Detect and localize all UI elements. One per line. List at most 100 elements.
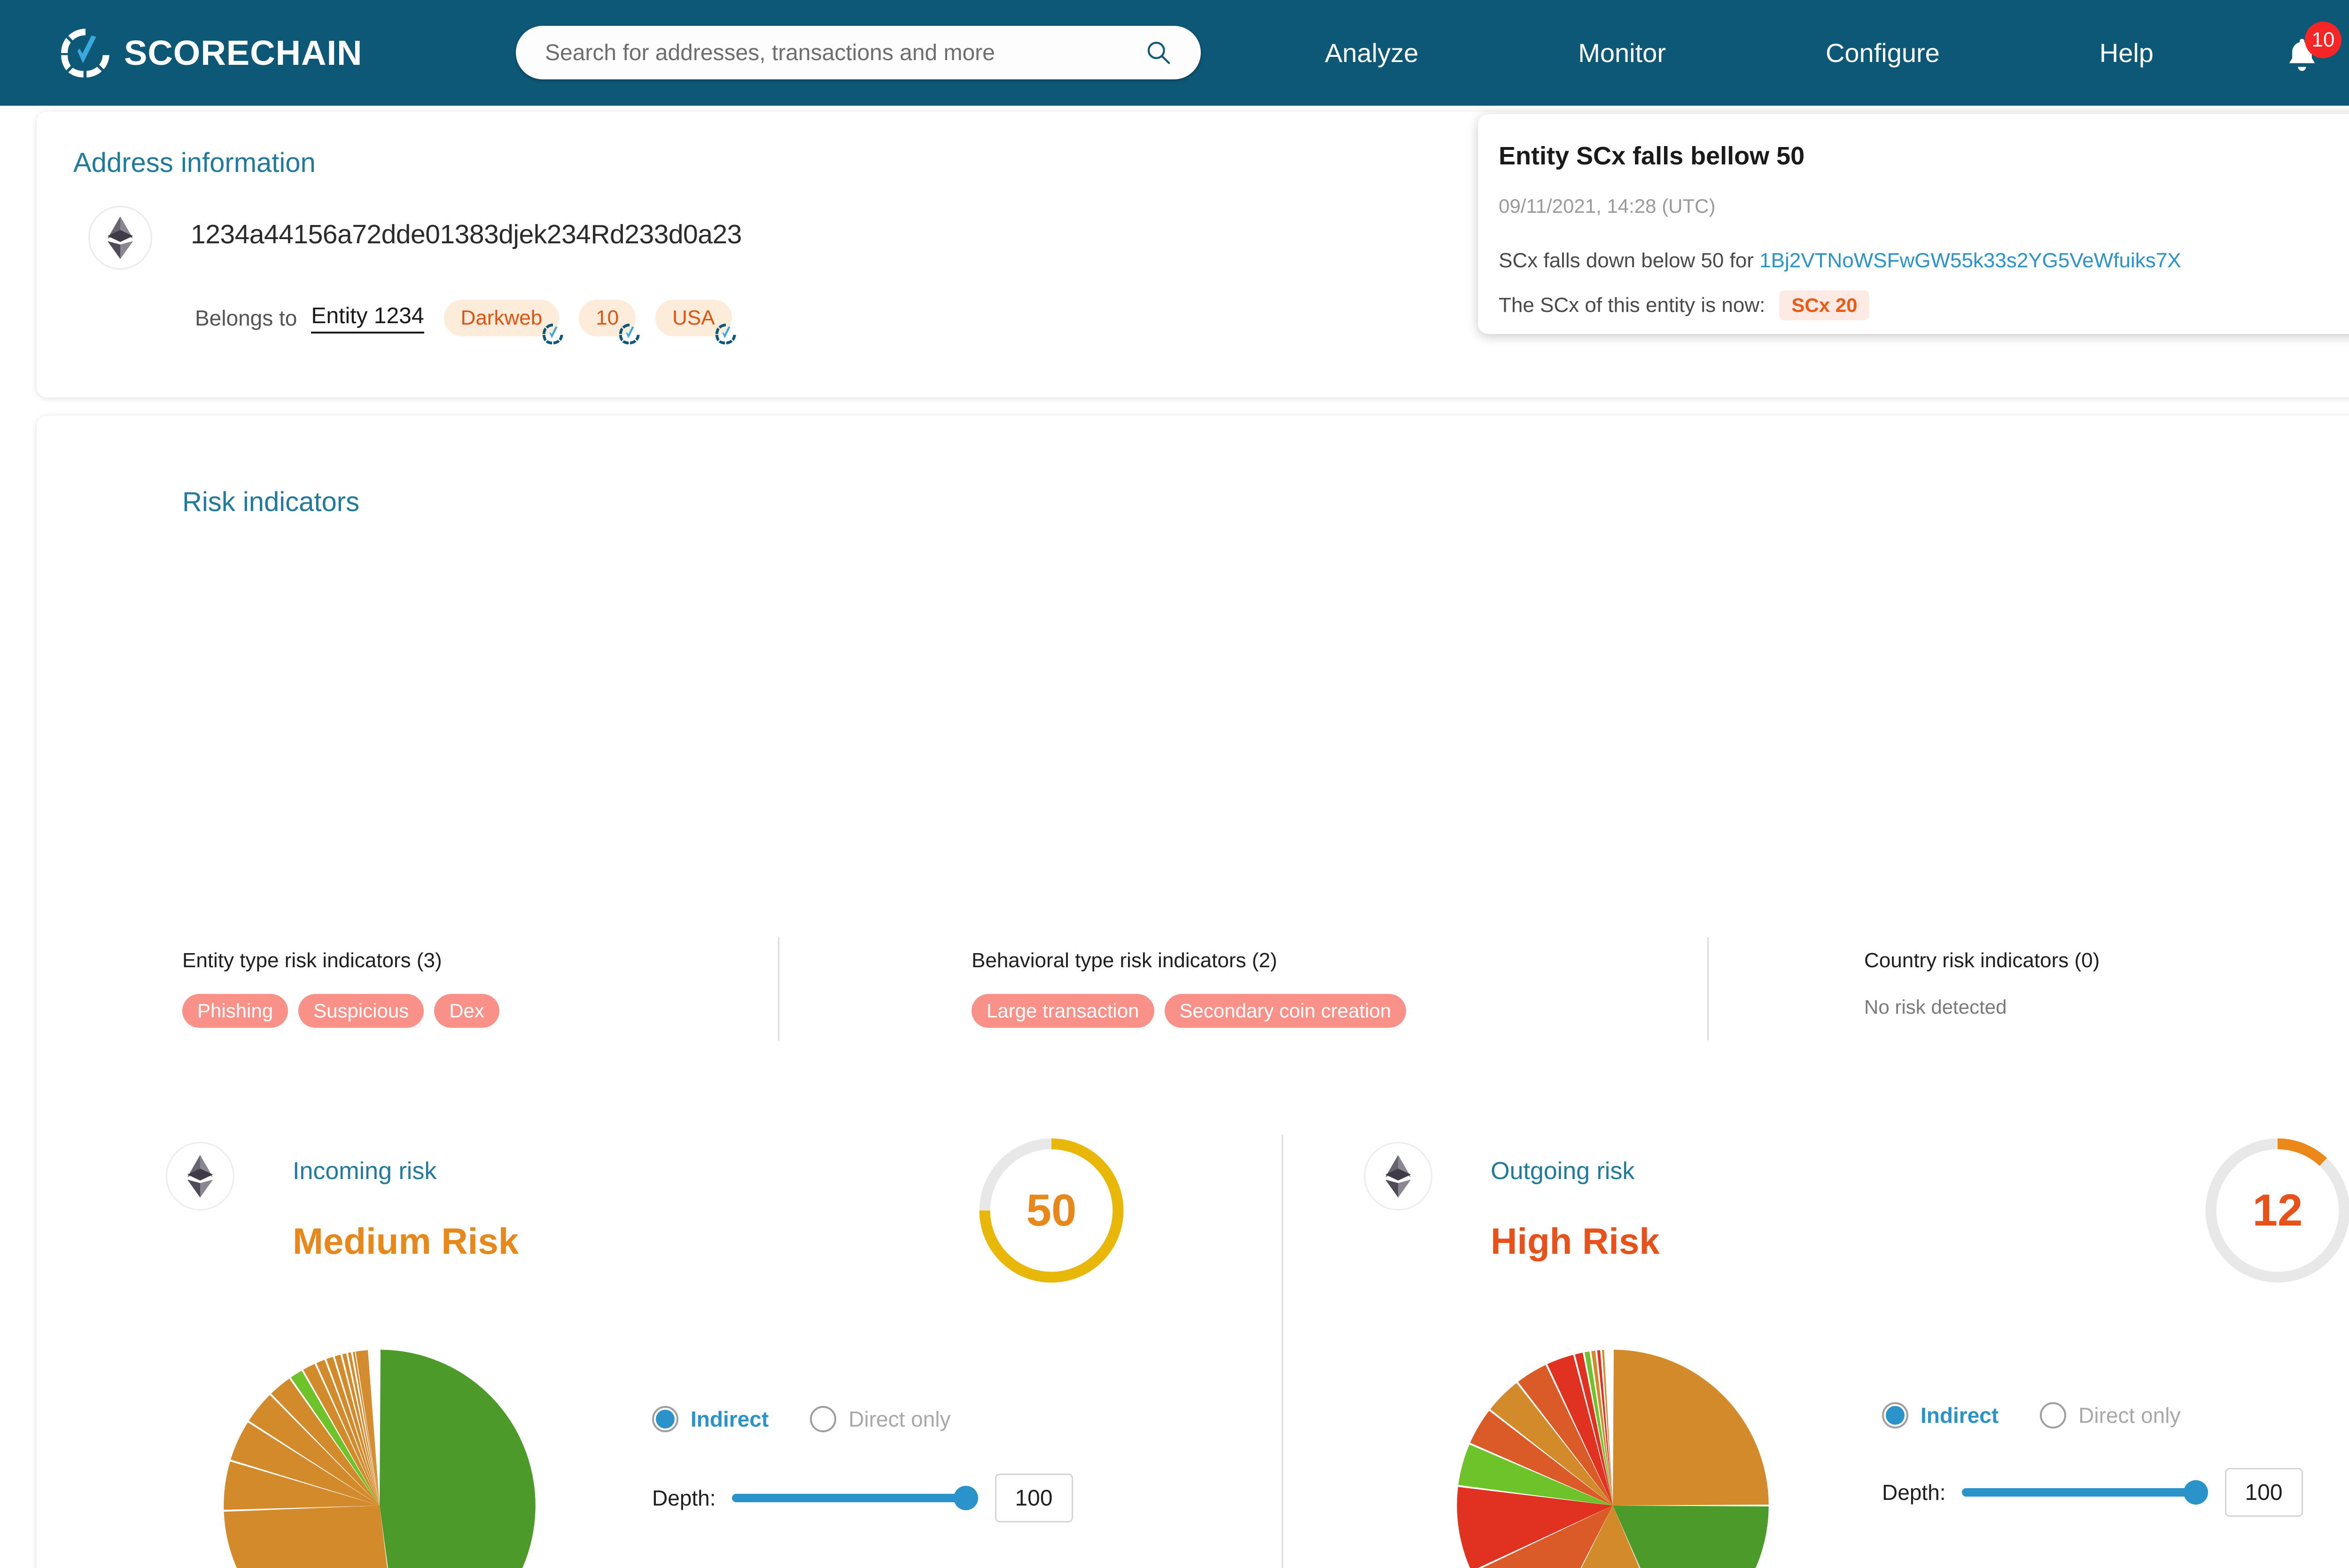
depth-label: Depth: <box>1882 1480 1946 1505</box>
belongs-to-row: Belongs to Entity 1234 Darkweb <box>195 300 736 345</box>
pie-slice[interactable] <box>1458 1444 1613 1506</box>
nav-item-monitor[interactable]: Monitor <box>1578 38 1666 68</box>
search-input[interactable]: Search for addresses, transactions and m… <box>516 26 1201 79</box>
entity-link[interactable]: Entity 1234 <box>311 303 424 334</box>
pie-slice[interactable] <box>1490 1383 1613 1506</box>
outgoing-risk-score: 12 <box>2252 1185 2303 1235</box>
outgoing-radio-direct-only[interactable]: Direct only <box>2040 1402 2180 1428</box>
pie-slice[interactable] <box>334 1354 380 1506</box>
incoming-pie-svg <box>224 1350 536 1568</box>
risk-group-entity-type: Entity type risk indicators (3) Phishing… <box>182 949 499 1028</box>
pie-slice[interactable] <box>1470 1411 1613 1506</box>
pie-slice[interactable] <box>290 1370 380 1506</box>
address-tag-country[interactable]: USA <box>655 300 736 345</box>
slider-thumb[interactable] <box>2183 1480 2208 1505</box>
brand-logo[interactable]: SCORECHAIN <box>60 28 362 78</box>
outgoing-risk-level: High Risk <box>1491 1220 1660 1262</box>
notification-body-prefix: SCx falls down below 50 for <box>1499 249 1760 272</box>
pie-slice[interactable] <box>1575 1352 1613 1506</box>
pie-slice[interactable] <box>359 1351 380 1506</box>
risk-group-heading: Country risk indicators (0) <box>1864 949 2100 972</box>
pie-slice[interactable] <box>342 1353 380 1506</box>
pie-slice[interactable] <box>1547 1355 1613 1506</box>
risk-group-heading: Behavioral type risk indicators (2) <box>972 949 1277 972</box>
address-hash[interactable]: 1234a44156a72dde01383djek234Rd233d0a23 <box>191 219 742 249</box>
incoming-gauge-ring <box>979 1138 1124 1283</box>
incoming-radio-indirect[interactable]: Indirect <box>652 1406 769 1432</box>
pie-slice[interactable] <box>364 1350 380 1506</box>
outgoing-radio-indirect[interactable]: Indirect <box>1882 1402 1999 1428</box>
depth-label: Depth: <box>652 1486 716 1510</box>
search-icon[interactable] <box>1145 39 1172 66</box>
verified-badge-icon <box>715 323 736 345</box>
pie-slice[interactable] <box>271 1378 380 1506</box>
incoming-risk-level: Medium Risk <box>293 1220 519 1262</box>
pie-slice[interactable] <box>1602 1350 1613 1506</box>
risk-tag-phishing[interactable]: Phishing <box>182 994 288 1028</box>
main-nav-links: Analyze Monitor Configure Help <box>1325 0 2154 106</box>
risk-indicators-title: Risk indicators <box>182 487 360 517</box>
pie-slice[interactable] <box>249 1395 380 1506</box>
search-placeholder-text: Search for addresses, transactions and m… <box>545 40 995 65</box>
pie-slice[interactable] <box>1613 1506 1769 1568</box>
incoming-risk-gauge: 50 <box>974 1133 1129 1288</box>
outgoing-risk-label: Outgoing risk <box>1491 1157 1635 1185</box>
notifications-button[interactable]: 10 <box>2284 22 2341 80</box>
pie-slice[interactable] <box>224 1506 399 1568</box>
address-tag-darkweb[interactable]: Darkweb <box>443 300 563 345</box>
notification-title: Entity SCx falls bellow 50 <box>1499 142 1805 170</box>
brand-name: SCORECHAIN <box>124 33 363 72</box>
risk-group-country: Country risk indicators (0) No risk dete… <box>1864 949 2100 1018</box>
risk-group-behavioral-type: Behavioral type risk indicators (2) Larg… <box>972 949 1407 1028</box>
notification-address-link[interactable]: 1Bj2VTNoWSFwGW55k33s2YG5VeWfuiks7X <box>1759 249 2181 272</box>
incoming-depth-value-input[interactable]: 100 <box>995 1474 1073 1522</box>
nav-item-analyze[interactable]: Analyze <box>1325 38 1419 68</box>
pie-slice[interactable] <box>303 1364 380 1506</box>
slider-thumb[interactable] <box>953 1486 978 1510</box>
verified-badge-icon <box>543 323 563 345</box>
pie-slice[interactable] <box>356 1351 380 1506</box>
pie-slice[interactable] <box>1591 1351 1613 1506</box>
risk-indicators-card: Risk indicators Entity type risk indicat… <box>37 416 2349 1568</box>
risk-group-heading: Entity type risk indicators (3) <box>182 949 442 972</box>
pie-slice[interactable] <box>352 1351 380 1506</box>
pie-slice[interactable] <box>362 1350 380 1506</box>
ethereum-icon <box>1385 1155 1411 1198</box>
risk-tag-large-transaction[interactable]: Large transaction <box>972 994 1154 1028</box>
nav-item-help[interactable]: Help <box>2099 38 2154 68</box>
radio-indicator-off <box>2040 1402 2067 1428</box>
risk-tag-secondary-coin-creation[interactable]: Secondary coin creation <box>1164 994 1407 1028</box>
risk-tag-dex[interactable]: Dex <box>434 994 499 1028</box>
pie-slice[interactable] <box>1597 1350 1613 1506</box>
incoming-scope-radio-group: Indirect Direct only <box>652 1406 950 1432</box>
nav-item-configure[interactable]: Configure <box>1825 38 1940 68</box>
radio-label: Indirect <box>1921 1403 1999 1428</box>
incoming-radio-direct-only[interactable]: Direct only <box>810 1406 950 1432</box>
verified-badge-icon <box>619 323 640 345</box>
ethereum-icon <box>187 1155 213 1198</box>
risk-tag-suspicious[interactable]: Suspicious <box>298 994 424 1028</box>
outgoing-gauge-ring <box>2205 1138 2349 1283</box>
outgoing-risk-gauge: 12 <box>2200 1133 2349 1288</box>
pie-slice[interactable] <box>1518 1365 1613 1506</box>
pie-slice[interactable] <box>316 1359 380 1506</box>
outgoing-depth-value-input[interactable]: 100 <box>2225 1468 2303 1517</box>
pie-slice[interactable] <box>348 1352 380 1506</box>
address-tag-score[interactable]: 10 <box>579 300 640 345</box>
ethereum-avatar <box>88 206 152 270</box>
outgoing-depth-slider[interactable] <box>1961 1480 2208 1505</box>
pie-slice[interactable] <box>326 1357 380 1506</box>
pie-slice[interactable] <box>1613 1350 1769 1506</box>
outgoing-scope-radio-group: Indirect Direct only <box>1882 1402 2180 1428</box>
pie-slice[interactable] <box>1543 1506 1674 1568</box>
pie-slice[interactable] <box>366 1350 380 1506</box>
pie-slice[interactable] <box>1457 1487 1613 1568</box>
incoming-depth-slider[interactable] <box>731 1486 978 1510</box>
risk-tag-list: Phishing Suspicious Dex <box>182 994 499 1028</box>
pie-slice[interactable] <box>1584 1351 1613 1506</box>
pie-slice[interactable] <box>230 1422 380 1506</box>
pie-slice[interactable] <box>380 1350 536 1568</box>
radio-indicator-on <box>1882 1402 1908 1428</box>
pie-slice[interactable] <box>224 1461 380 1510</box>
notification-timestamp: 09/11/2021, 14:28 (UTC) <box>1499 195 1716 217</box>
